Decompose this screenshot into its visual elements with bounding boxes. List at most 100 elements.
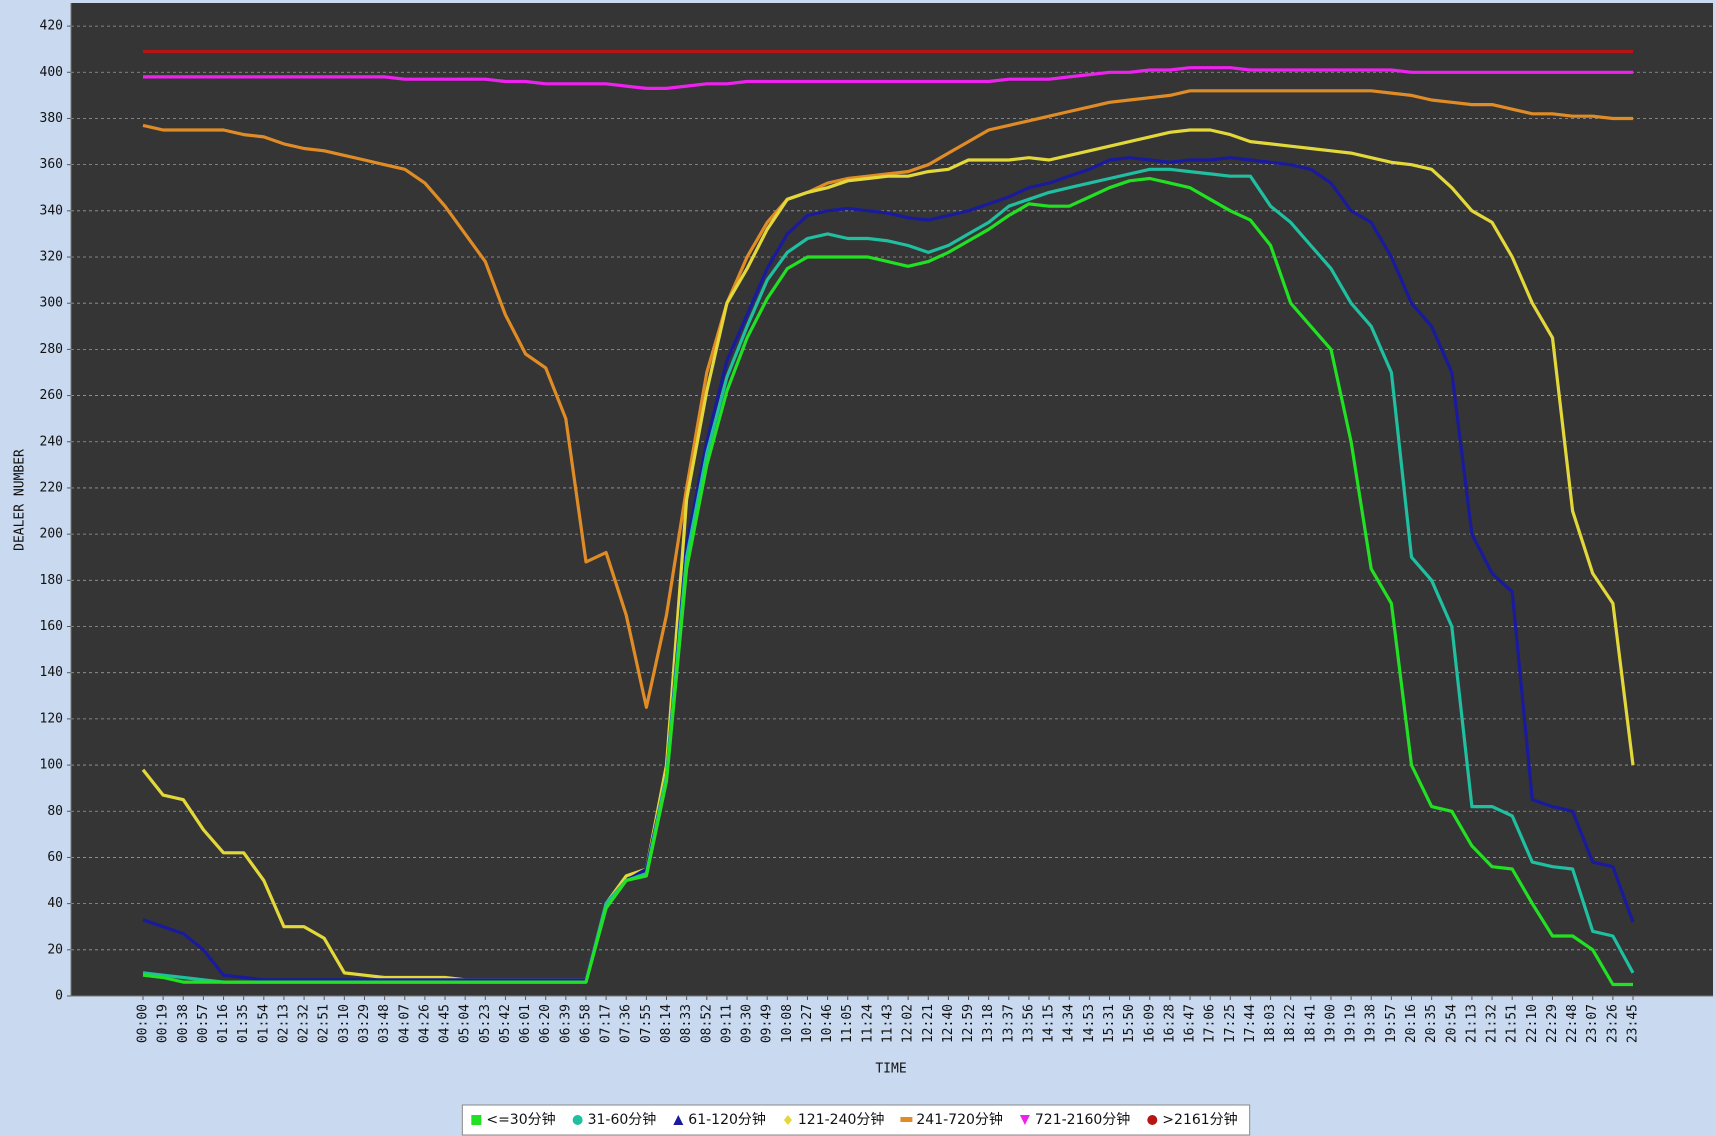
- y-tick-label: 180: [40, 573, 63, 588]
- x-tick-label: 00:57: [196, 1004, 211, 1043]
- x-tick-label: 00:00: [136, 1004, 151, 1043]
- x-tick-label: 08:52: [699, 1004, 714, 1043]
- legend-label: 121-240分钟: [798, 1111, 885, 1128]
- x-tick-label: 00:38: [176, 1004, 191, 1043]
- x-tick-label: 11:05: [840, 1004, 855, 1043]
- y-tick-label: 0: [55, 989, 63, 1004]
- x-tick-label: 16:47: [1183, 1004, 1198, 1043]
- x-tick-label: 23:45: [1626, 1004, 1641, 1043]
- x-tick-label: 13:18: [981, 1004, 996, 1043]
- x-tick-label: 15:31: [1102, 1004, 1117, 1043]
- x-tick-label: 22:29: [1545, 1004, 1560, 1043]
- x-tick-label: 09:49: [760, 1004, 775, 1043]
- x-tick-label: 14:53: [1082, 1004, 1097, 1043]
- x-tick-label: 18:03: [1263, 1004, 1278, 1043]
- x-tick-label: 03:10: [337, 1004, 352, 1043]
- x-tick-label: 05:04: [458, 1004, 473, 1043]
- legend: <=30分钟 31-60分钟 61-120分钟 121-240分钟 241-720分钟 7…: [461, 1104, 1251, 1136]
- x-tick-label: 16:09: [1142, 1004, 1157, 1043]
- x-tick-label: 09:11: [719, 1004, 734, 1043]
- x-tick-label: 06:01: [518, 1004, 533, 1043]
- legend-marker: [1147, 1115, 1158, 1125]
- series-line: [142, 176, 1633, 987]
- x-tick-label: 23:07: [1585, 1004, 1600, 1043]
- y-tick-label: 120: [40, 711, 63, 726]
- x-tick-label: 12:40: [941, 1004, 956, 1043]
- x-tick-label: 19:57: [1384, 1004, 1399, 1043]
- y-tick-label: 160: [40, 619, 63, 634]
- legend-marker: [783, 1115, 792, 1125]
- x-tick-label: 11:43: [881, 1004, 896, 1043]
- x-tick-label: 22:48: [1565, 1004, 1580, 1043]
- series-line: [142, 89, 1633, 709]
- x-tick-label: 17:06: [1203, 1004, 1218, 1043]
- x-tick-label: 02:51: [317, 1004, 332, 1043]
- x-tick-label: 05:23: [478, 1004, 493, 1043]
- legend-marker: [900, 1117, 913, 1122]
- y-tick-label: 420: [40, 19, 63, 34]
- x-tick-label: 10:08: [780, 1004, 795, 1043]
- legend-label: 61-120分钟: [688, 1111, 766, 1128]
- x-tick-label: 02:13: [276, 1004, 291, 1043]
- x-tick-label: 15:50: [1122, 1004, 1137, 1043]
- y-tick-label: 260: [40, 388, 63, 403]
- x-axis-title: TIME: [875, 1062, 906, 1077]
- x-tick-label: 21:32: [1485, 1004, 1500, 1043]
- x-tick-label: 10:46: [820, 1004, 835, 1043]
- legend-box: [461, 1104, 1251, 1136]
- x-tick-label: 02:32: [297, 1004, 312, 1043]
- x-tick-label: 14:34: [1062, 1004, 1077, 1043]
- y-tick-label: 140: [40, 665, 63, 680]
- x-tick-label: 23:26: [1605, 1004, 1620, 1043]
- y-tick-label: 20: [47, 942, 63, 957]
- y-tick-label: 380: [40, 111, 63, 126]
- x-tick-label: 01:16: [216, 1004, 231, 1043]
- x-tick-label: 20:35: [1424, 1004, 1439, 1043]
- legend-marker: [1019, 1115, 1030, 1125]
- x-tick-label: 21:51: [1505, 1004, 1520, 1043]
- x-tick-label: 20:54: [1444, 1004, 1459, 1043]
- x-tick-label: 03:29: [357, 1004, 372, 1043]
- legend-marker: [673, 1115, 684, 1125]
- legend-label: 721-2160分钟: [1035, 1111, 1130, 1128]
- legend-marker: [572, 1115, 583, 1125]
- x-tick-label: 20:16: [1404, 1004, 1419, 1043]
- y-tick-label: 400: [40, 65, 63, 80]
- x-tick-label: 06:39: [558, 1004, 573, 1043]
- x-tick-label: 17:25: [1223, 1004, 1238, 1043]
- y-tick-label: 360: [40, 157, 63, 172]
- series-line: [141, 128, 1635, 982]
- y-tick-label: 220: [40, 480, 63, 495]
- x-tick-label: 19:00: [1323, 1004, 1338, 1043]
- series-line: [143, 66, 1633, 90]
- y-axis-title: DEALER NUMBER: [13, 449, 28, 551]
- x-tick-label: 12:59: [961, 1004, 976, 1043]
- x-tick-label: 08:33: [679, 1004, 694, 1043]
- x-tick-label: 13:37: [1001, 1004, 1016, 1043]
- x-tick-label: 19:19: [1344, 1004, 1359, 1043]
- y-tick-label: 80: [47, 804, 63, 819]
- x-tick-label: 01:35: [236, 1004, 251, 1043]
- x-tick-label: 01:54: [256, 1004, 271, 1043]
- legend-label: 241-720分钟: [916, 1111, 1003, 1128]
- y-tick-label: 340: [40, 203, 63, 218]
- x-tick-label: 18:41: [1303, 1004, 1318, 1043]
- x-tick-label: 16:28: [1162, 1004, 1177, 1043]
- y-tick-label: 100: [40, 758, 63, 773]
- legend-label: >2161分钟: [1162, 1111, 1237, 1128]
- x-tick-label: 14:15: [1042, 1004, 1057, 1043]
- x-tick-label: 04:45: [438, 1004, 453, 1043]
- x-tick-label: 12:02: [901, 1004, 916, 1043]
- x-tick-label: 18:22: [1283, 1004, 1298, 1043]
- legend-label: 31-60分钟: [588, 1111, 657, 1128]
- y-tick-label: 200: [40, 527, 63, 542]
- x-tick-label: 07:55: [639, 1004, 654, 1043]
- x-tick-label: 22:10: [1525, 1004, 1540, 1043]
- x-tick-label: 19:38: [1364, 1004, 1379, 1043]
- x-tick-label: 21:13: [1464, 1004, 1479, 1043]
- x-tick-label: 03:48: [377, 1004, 392, 1043]
- x-tick-label: 04:26: [417, 1004, 432, 1043]
- legend-marker: [471, 1115, 482, 1125]
- y-tick-label: 240: [40, 434, 63, 449]
